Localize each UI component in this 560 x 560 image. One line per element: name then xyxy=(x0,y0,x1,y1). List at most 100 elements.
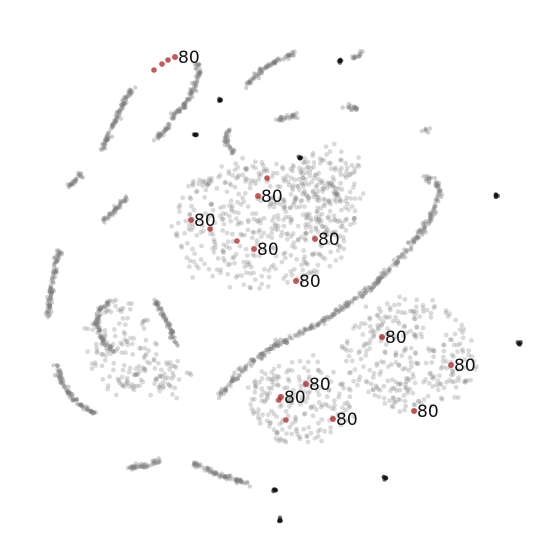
data-point xyxy=(419,232,425,237)
data-point xyxy=(190,183,196,188)
data-point xyxy=(280,197,286,203)
data-point xyxy=(302,254,308,260)
data-point xyxy=(271,366,277,372)
data-point xyxy=(452,331,458,337)
data-point xyxy=(56,374,62,379)
data-point xyxy=(302,326,307,331)
data-point xyxy=(92,360,98,366)
data-point xyxy=(165,125,170,131)
data-point xyxy=(396,362,402,368)
data-point xyxy=(100,142,105,147)
data-point xyxy=(65,182,70,187)
data-point xyxy=(92,320,98,326)
data-point xyxy=(223,387,229,393)
data-point xyxy=(98,328,103,334)
data-point xyxy=(131,336,137,341)
data-point xyxy=(343,175,349,180)
data-point xyxy=(282,200,287,205)
data-point xyxy=(315,322,320,328)
data-point xyxy=(74,177,79,182)
data-point xyxy=(349,358,355,364)
data-point xyxy=(119,341,125,347)
data-point xyxy=(221,250,227,255)
data-point xyxy=(389,403,395,409)
data-point xyxy=(421,379,426,385)
data-point xyxy=(54,255,59,260)
data-point xyxy=(333,229,338,235)
data-point xyxy=(201,228,206,234)
data-point xyxy=(299,197,305,203)
data-point xyxy=(118,205,123,210)
data-point xyxy=(67,183,72,189)
data-point xyxy=(174,342,180,347)
data-point xyxy=(278,117,283,123)
data-point xyxy=(448,372,454,378)
data-point xyxy=(397,254,402,260)
data-point xyxy=(322,428,328,434)
data-point xyxy=(142,462,147,468)
data-point xyxy=(231,147,236,152)
data-point xyxy=(59,252,65,257)
data-point xyxy=(134,371,140,377)
data-point xyxy=(285,376,291,382)
data-point xyxy=(346,353,352,359)
data-point xyxy=(160,130,165,135)
data-point xyxy=(329,182,335,188)
data-point xyxy=(49,289,54,294)
data-point xyxy=(426,174,431,180)
data-point xyxy=(314,209,320,215)
data-point xyxy=(245,219,251,225)
data-point xyxy=(98,304,104,309)
data-point xyxy=(126,88,131,93)
data-point xyxy=(357,348,363,354)
data-point xyxy=(352,55,357,61)
data-point xyxy=(249,406,255,412)
data-point xyxy=(101,217,106,222)
data-point xyxy=(249,235,255,241)
data-point xyxy=(262,65,268,71)
data-point xyxy=(331,185,337,190)
data-point xyxy=(105,132,110,137)
data-point xyxy=(95,320,100,325)
data-point xyxy=(307,211,312,217)
data-point xyxy=(193,84,198,89)
data-point xyxy=(227,473,232,478)
data-point xyxy=(190,87,196,92)
data-point xyxy=(212,472,217,477)
data-point xyxy=(115,206,120,211)
data-point xyxy=(269,346,274,351)
data-point xyxy=(309,323,314,329)
data-point xyxy=(194,233,200,238)
data-point xyxy=(287,336,293,341)
data-point xyxy=(397,387,403,393)
data-point xyxy=(255,414,261,420)
data-point xyxy=(173,340,179,345)
data-point xyxy=(45,298,51,303)
data-point xyxy=(334,192,339,198)
data-point xyxy=(327,183,333,189)
data-point xyxy=(98,305,103,310)
data-point xyxy=(206,181,211,187)
data-point xyxy=(108,347,113,352)
data-point xyxy=(222,180,228,186)
data-point xyxy=(167,322,172,328)
data-point xyxy=(88,408,93,413)
data-point xyxy=(316,217,322,222)
data-point xyxy=(409,364,414,369)
data-point xyxy=(194,79,200,85)
data-point xyxy=(125,342,131,348)
data-point xyxy=(271,411,277,417)
data-point xyxy=(184,240,190,246)
data-point xyxy=(300,212,306,218)
data-point xyxy=(243,176,248,181)
data-point xyxy=(335,193,341,198)
data-point xyxy=(111,367,116,373)
highlighted-point xyxy=(165,57,171,63)
data-point xyxy=(183,105,188,111)
data-point xyxy=(131,383,137,389)
data-point xyxy=(363,304,369,310)
data-point xyxy=(189,90,194,95)
data-point xyxy=(62,384,67,390)
data-point xyxy=(324,185,330,191)
data-point xyxy=(71,178,77,184)
